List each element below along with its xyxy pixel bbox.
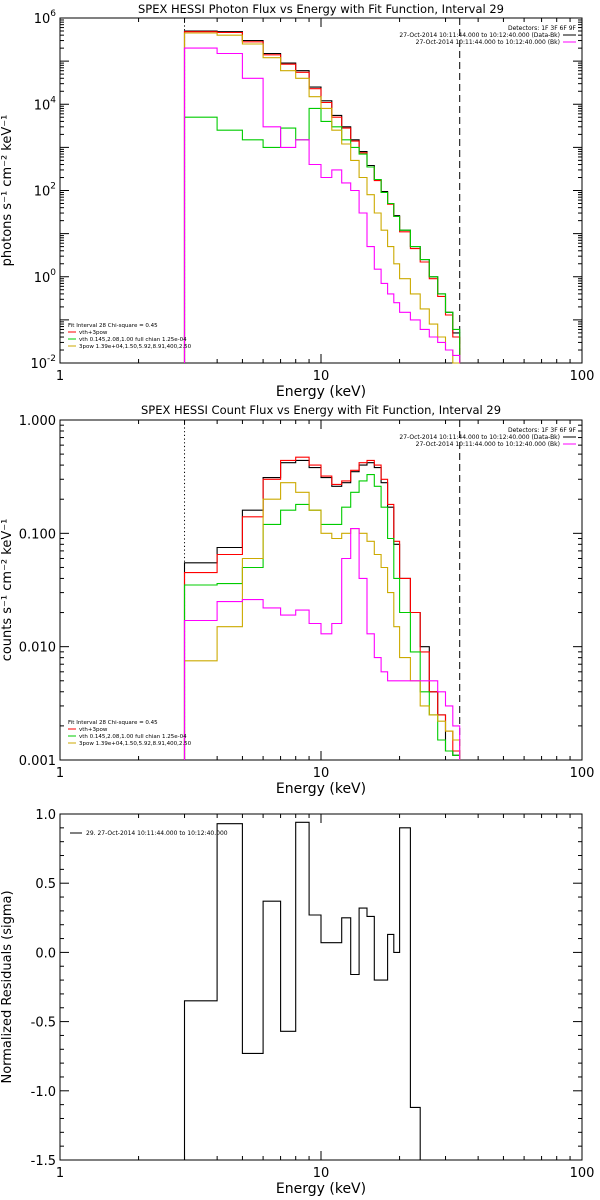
- chart-panel-2: SPEX HESSI Count Flux vs Energy with Fit…: [0, 403, 594, 797]
- legend-top-text: 29. 27-Oct-2014 10:11:44.000 to 10:12:40…: [86, 830, 228, 837]
- series-data-bk: [183, 459, 461, 760]
- series-residuals: [183, 821, 460, 1161]
- series-vth: [183, 474, 461, 760]
- legend-bottom-text: Fit Interval 28 Chi-square = 0.45: [68, 720, 158, 726]
- legend-bottom-text: vth+3pow: [79, 727, 108, 733]
- y-axis-label: photons s⁻¹ cm⁻² keV⁻¹: [0, 115, 15, 267]
- x-tick-label: 100: [570, 369, 595, 384]
- legend-top-text: Detectors: 1F 3F 6F 9F: [508, 427, 577, 434]
- chart-panel-1: SPEX HESSI Photon Flux vs Energy with Fi…: [0, 2, 594, 400]
- x-tick-label: 10: [313, 369, 330, 384]
- legend-bottom-text: vth 0.145,2.08,1.00 full chian 1.25e-04: [79, 734, 187, 740]
- y-tick-label: 1.0: [35, 808, 56, 823]
- legend-bottom-text: vth 0.145,2.08,1.00 full chian 1.25e-04: [79, 337, 187, 343]
- y-tick-base: 10: [34, 185, 51, 200]
- legend-bottom-text: Fit Interval 28 Chi-square = 0.45: [68, 323, 158, 329]
- legend-top-text: 27-Oct-2014 10:11:44.000 to 10:12:40.000…: [399, 434, 560, 441]
- y-tick-label: 0.100: [19, 527, 56, 542]
- legend-top-text: 27-Oct-2014 10:11:44.000 to 10:12:40.000…: [399, 32, 560, 39]
- series-bk: [183, 528, 461, 760]
- y-tick-label: 106: [34, 9, 57, 27]
- y-axis-label: Normalized Residuals (sigma): [0, 890, 15, 1083]
- series-3pow: [183, 482, 461, 760]
- y-tick-label: -1.5: [31, 1154, 56, 1169]
- series-vth: [183, 107, 461, 363]
- series-vth-3pow: [183, 31, 461, 363]
- y-tick-base: 10: [34, 271, 51, 286]
- y-tick-exponent: 0: [50, 268, 56, 278]
- chart-title: SPEX HESSI Photon Flux vs Energy with Fi…: [138, 2, 504, 16]
- legend-top-text: Detectors: 1F 3F 6F 9F: [508, 25, 577, 32]
- chart-title: SPEX HESSI Count Flux vs Energy with Fit…: [141, 403, 501, 417]
- legend-top-text: 27-Oct-2014 10:11:44.000 to 10:12:40.000…: [416, 39, 560, 46]
- x-axis-label: Energy (keV): [276, 384, 366, 400]
- y-tick-exponent: -2: [47, 354, 56, 364]
- x-tick-label: 100: [570, 766, 595, 781]
- series-3pow: [183, 32, 460, 364]
- x-tick-label: 1: [56, 369, 64, 384]
- y-axis-label: counts s⁻¹ cm⁻² keV⁻¹: [0, 519, 15, 662]
- series-vth-3pow: [183, 456, 461, 760]
- y-tick-label: 104: [34, 95, 57, 113]
- y-tick-label: 0.001: [19, 754, 56, 769]
- x-tick-label: 1: [56, 766, 64, 781]
- legend-bottom-text: 3pow 1.39e+04,1.50,5.92,8.91,400,2.50: [79, 741, 192, 747]
- y-tick-label: 0.0: [35, 946, 56, 961]
- y-tick-label: -1.0: [31, 1085, 56, 1100]
- y-tick-label: 102: [34, 182, 56, 200]
- plot-frame: [59, 813, 583, 1161]
- series-data-bk: [183, 30, 461, 363]
- y-tick-base: 10: [34, 12, 51, 27]
- y-tick-exponent: 6: [50, 9, 56, 19]
- x-axis-label: Energy (keV): [276, 781, 366, 797]
- chart-panel-3: 1 10 100 Energy (keV) 1.0 0.5 0.0 -0.5 -1.0 -1.5 N…: [0, 808, 594, 1197]
- series-bk: [183, 47, 461, 363]
- y-tick-base: 10: [34, 98, 51, 113]
- x-tick-label: 10: [313, 1166, 330, 1181]
- y-tick-label: 0.010: [19, 641, 56, 656]
- y-tick-base: 10: [30, 357, 47, 372]
- y-tick-label: 0.5: [35, 877, 56, 892]
- y-tick-label: 1.000: [19, 414, 56, 429]
- x-tick-label: 100: [570, 1166, 595, 1181]
- legend-top-text: 27-Oct-2014 10:11:44.000 to 10:12:40.000…: [416, 441, 560, 448]
- x-tick-label: 1: [56, 1166, 64, 1181]
- legend-bottom-text: vth+3pow: [79, 330, 108, 336]
- x-tick-label: 10: [313, 766, 330, 781]
- y-tick-exponent: 2: [50, 182, 56, 192]
- y-tick-label: 10-2: [30, 354, 56, 372]
- plot-frame: [59, 17, 583, 364]
- y-tick-label: 100: [34, 268, 57, 286]
- legend-bottom-text: 3pow 1.39e+04,1.50,5.92,8.91,400,2.50: [79, 344, 192, 350]
- x-axis-label: Energy (keV): [276, 1181, 366, 1197]
- y-tick-label: -0.5: [31, 1016, 56, 1031]
- y-tick-exponent: 4: [50, 95, 56, 105]
